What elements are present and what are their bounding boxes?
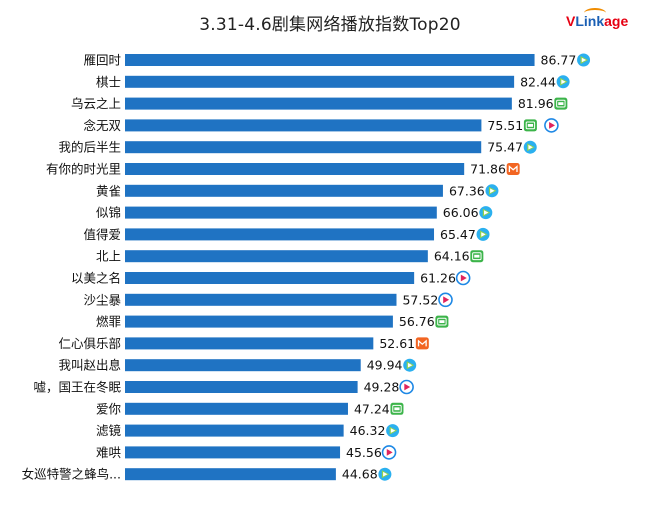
- category-label: 黄雀: [96, 183, 121, 198]
- category-label: 爱你: [96, 401, 121, 416]
- value-label: 56.76: [399, 314, 435, 329]
- bar: [125, 97, 512, 110]
- category-label: 女巡特警之蜂鸟...: [22, 467, 121, 482]
- value-label: 61.26: [420, 271, 456, 286]
- bar: [125, 119, 482, 132]
- iqiyi-icon: [523, 119, 537, 132]
- bar: [125, 359, 361, 372]
- iqiyi-icon: [390, 402, 404, 415]
- bar: [125, 272, 415, 284]
- value-label: 75.47: [487, 140, 523, 155]
- tencent-video-icon: [378, 467, 392, 481]
- value-label: 44.68: [342, 467, 378, 482]
- bar: [125, 315, 393, 328]
- value-label: 86.77: [541, 53, 577, 68]
- bar: [125, 206, 437, 219]
- mango-tv-icon: [506, 163, 520, 175]
- category-label: 难哄: [96, 445, 122, 460]
- category-label: 沙尘暴: [83, 292, 121, 307]
- logo-swoosh-icon: [584, 8, 606, 18]
- youku-icon: [399, 379, 414, 395]
- tencent-video-icon: [556, 75, 570, 89]
- bar: [125, 424, 344, 437]
- category-label: 以美之名: [71, 271, 121, 286]
- category-label: 棋士: [96, 74, 121, 89]
- chart-title: 3.31-4.6剧集网络播放指数Top20: [199, 15, 461, 35]
- bar: [125, 381, 358, 393]
- category-label: 有你的时光里: [46, 162, 121, 177]
- value-label: 57.52: [402, 292, 438, 307]
- bar: [125, 163, 465, 175]
- bar: [125, 54, 535, 66]
- youku-icon: [438, 292, 453, 308]
- value-label: 49.28: [364, 380, 400, 395]
- youku-icon: [381, 445, 397, 460]
- value-label: 71.86: [470, 162, 506, 177]
- value-label: 64.16: [434, 249, 470, 264]
- category-label: 我的后半生: [58, 140, 121, 155]
- bar: [125, 446, 341, 459]
- bar: [125, 468, 336, 481]
- bar: [125, 75, 515, 88]
- bar: [125, 141, 482, 154]
- value-label: 46.32: [350, 423, 386, 438]
- youku-icon: [544, 118, 559, 133]
- iqiyi-icon: [554, 97, 568, 110]
- category-label: 值得爱: [83, 227, 121, 242]
- tencent-video-icon: [479, 206, 493, 220]
- value-label: 67.36: [449, 183, 485, 198]
- value-label: 81.96: [518, 96, 554, 111]
- bar: [125, 293, 397, 306]
- value-label: 52.61: [379, 336, 415, 351]
- value-label: 45.56: [346, 445, 382, 460]
- bar: [125, 228, 435, 241]
- logo-letter-v: V: [566, 13, 576, 29]
- category-label: 嘘，国王在冬眠: [33, 380, 121, 395]
- category-label: 燃罪: [96, 314, 121, 329]
- iqiyi-icon: [435, 315, 449, 328]
- bar: [125, 250, 428, 263]
- value-label: 47.24: [354, 401, 390, 416]
- category-label: 似锦: [96, 205, 121, 220]
- category-label: 念无双: [83, 118, 121, 133]
- tencent-video-icon: [577, 53, 591, 67]
- category-label: 北上: [96, 249, 121, 264]
- value-label: 82.44: [520, 74, 556, 89]
- tencent-video-icon: [403, 358, 417, 372]
- youku-icon: [455, 270, 471, 286]
- value-label: 49.94: [367, 358, 403, 373]
- vlinkage-logo: VLinkage: [566, 8, 629, 35]
- category-label: 滤镜: [96, 423, 122, 438]
- value-label: 66.06: [443, 205, 479, 220]
- value-label: 65.47: [440, 227, 476, 242]
- category-label: 雁回时: [83, 53, 121, 68]
- mango-tv-icon: [415, 337, 429, 350]
- bar: [125, 337, 374, 350]
- category-label: 我叫赵出息: [58, 358, 121, 373]
- logo-word-age: age: [604, 13, 629, 29]
- bar: [125, 184, 443, 197]
- category-label: 乌云之上: [71, 96, 121, 111]
- iqiyi-icon: [470, 250, 484, 263]
- value-label: 75.51: [487, 118, 523, 133]
- bar: [125, 402, 348, 415]
- tencent-video-icon: [476, 227, 490, 241]
- tencent-video-icon: [386, 424, 400, 438]
- tencent-video-icon: [523, 140, 537, 154]
- tencent-video-icon: [485, 184, 499, 198]
- category-label: 仁心俱乐部: [58, 336, 121, 351]
